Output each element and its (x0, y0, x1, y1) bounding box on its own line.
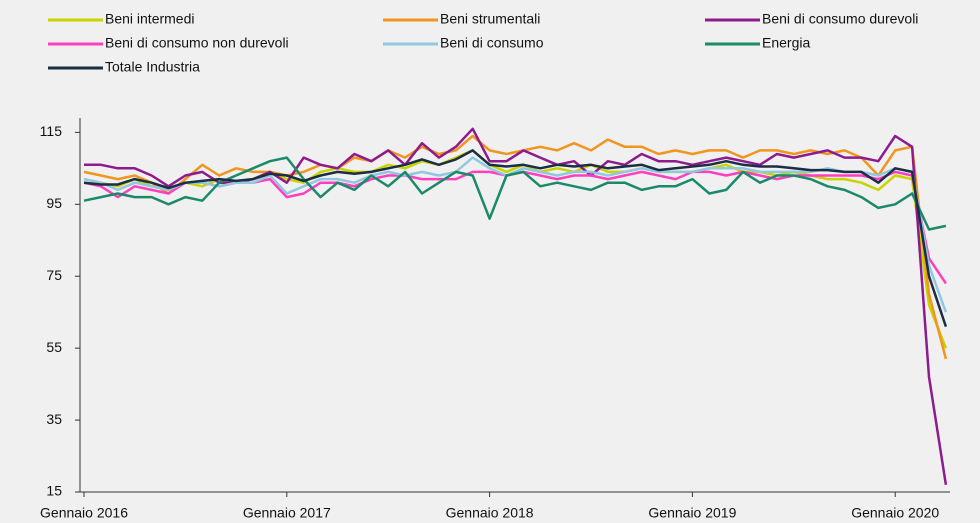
legend-label: Energia (762, 35, 810, 51)
x-tick-label: Gennaio 2016 (40, 505, 128, 521)
series-line (83, 156, 948, 313)
legend-label: Beni di consumo (440, 35, 544, 51)
x-tick-label: Gennaio 2020 (851, 505, 939, 521)
series-line (84, 127, 948, 485)
x-tick-label: Gennaio 2018 (446, 505, 534, 521)
y-tick-label: 75 (46, 267, 62, 283)
series-line (83, 134, 948, 360)
x-tick-label: Gennaio 2017 (243, 505, 331, 521)
y-tick-label: 55 (46, 339, 62, 355)
y-tick-label: 35 (46, 411, 62, 427)
legend-label: Beni di consumo non durevoli (105, 35, 289, 51)
legend-label: Totale Industria (105, 59, 200, 75)
legend-label: Beni intermedi (105, 11, 195, 27)
legend-label: Beni strumentali (440, 11, 540, 27)
x-tick-label: Gennaio 2019 (648, 505, 736, 521)
y-tick-label: 115 (40, 123, 63, 139)
legend-label: Beni di consumo durevoli (762, 11, 918, 27)
y-tick-label: 15 (46, 483, 62, 499)
series-line (83, 149, 948, 327)
y-tick-label: 95 (46, 195, 62, 211)
